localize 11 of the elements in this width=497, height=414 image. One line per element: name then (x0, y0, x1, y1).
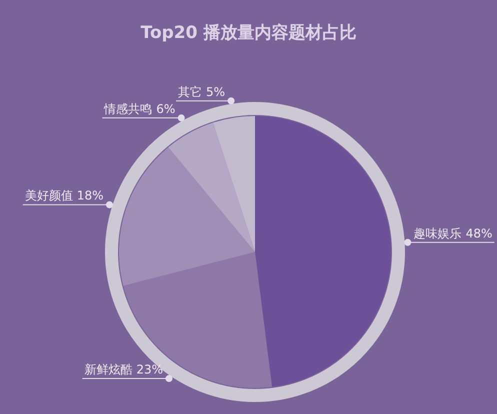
data-label: 48% (466, 226, 492, 240)
slice-label: 趣味娱乐 (414, 226, 462, 240)
data-label: 6% (156, 102, 176, 116)
data-label: 18% (76, 188, 104, 203)
data-label: 5% (206, 84, 226, 99)
chart-title: Top20 播放量内容题材占比 (140, 23, 356, 43)
slice-label: 新鲜炫酷 (84, 362, 132, 377)
slice-label: 其它 (178, 84, 202, 99)
slice-label: 情感共鸣 (103, 102, 152, 116)
slice-label: 美好颜值 (24, 188, 73, 203)
data-label: 23% (136, 362, 163, 377)
